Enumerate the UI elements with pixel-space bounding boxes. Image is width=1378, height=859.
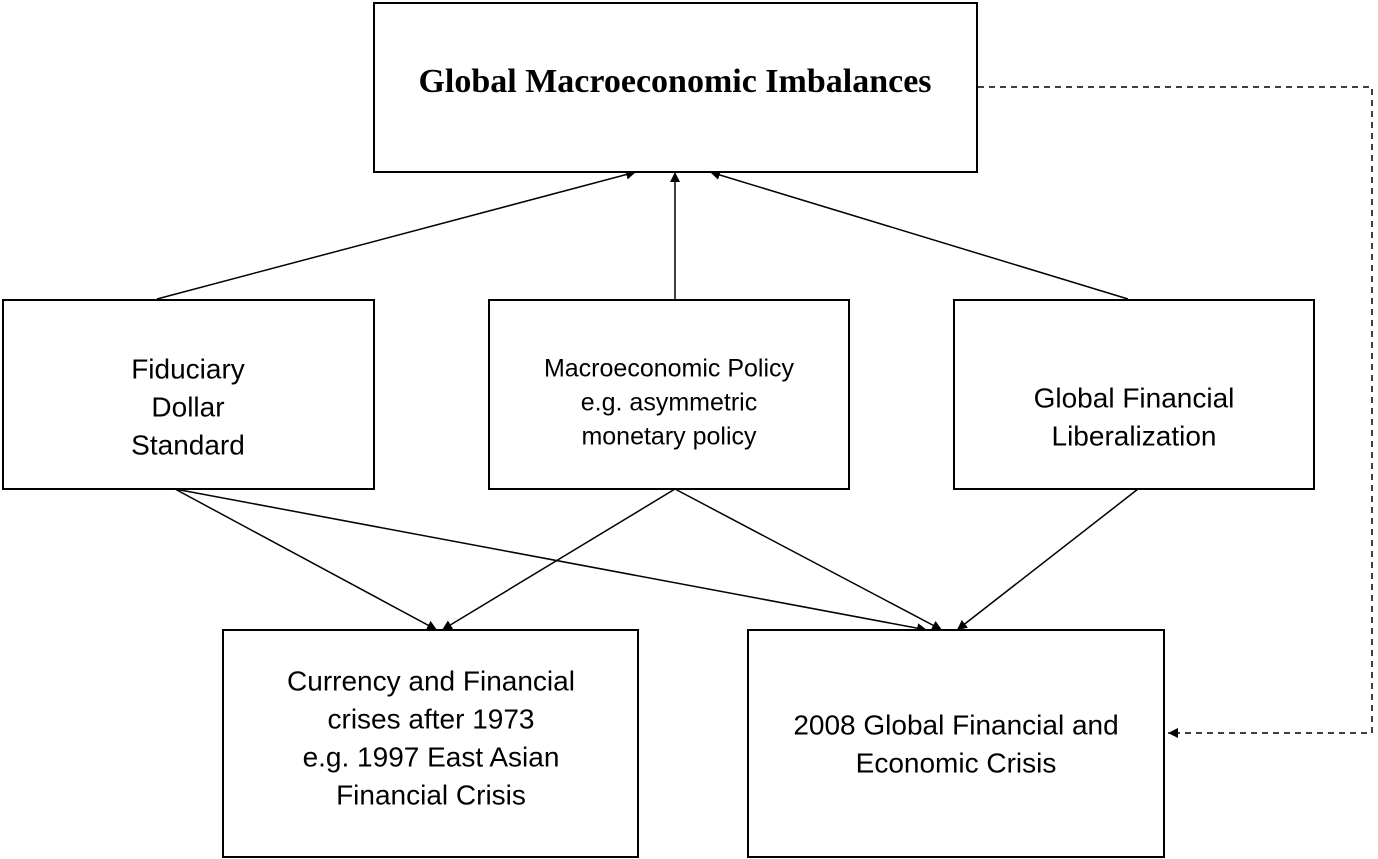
arrow xyxy=(174,488,438,631)
node-label: Standard xyxy=(131,429,245,460)
node-label: Financial Crisis xyxy=(336,779,526,810)
dashed-arrow xyxy=(978,86,1373,738)
node-box xyxy=(2,299,375,490)
node-box xyxy=(373,2,978,173)
arrow xyxy=(674,488,943,631)
arrow xyxy=(174,488,928,634)
node-box xyxy=(747,629,1165,858)
node-box xyxy=(488,299,850,490)
node-label: Macroeconomic Policy xyxy=(544,355,795,383)
node-box xyxy=(222,629,639,858)
arrows xyxy=(156,86,1373,738)
node-label: e.g. 1997 East Asian xyxy=(303,741,560,772)
node-label: Global Macroeconomic Imbalances xyxy=(418,63,931,100)
arrow xyxy=(156,169,637,300)
labels: Global Macroeconomic Imbalances Fiduciary… xyxy=(131,63,1234,811)
arrow xyxy=(441,488,676,631)
node-label: Economic Crisis xyxy=(856,747,1057,778)
node-box xyxy=(953,299,1315,490)
node-label: Fiduciary xyxy=(131,353,245,384)
node-label: monetary policy xyxy=(581,423,757,451)
arrow xyxy=(709,170,1129,300)
node-label: Dollar xyxy=(151,391,224,422)
node-label: crises after 1973 xyxy=(328,703,535,734)
node-label: e.g. asymmetric xyxy=(581,389,757,417)
node-label: Currency and Financial xyxy=(287,665,575,696)
node-label: 2008 Global Financial and xyxy=(793,709,1118,740)
node-label: Global Financial xyxy=(1034,382,1235,413)
node-label: Liberalization xyxy=(1052,420,1217,451)
arrow xyxy=(956,488,1139,631)
